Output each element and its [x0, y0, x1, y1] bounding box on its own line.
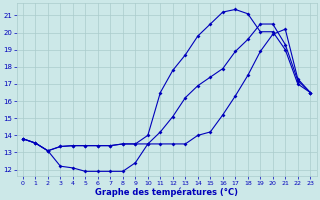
X-axis label: Graphe des températures (°C): Graphe des températures (°C): [95, 187, 238, 197]
